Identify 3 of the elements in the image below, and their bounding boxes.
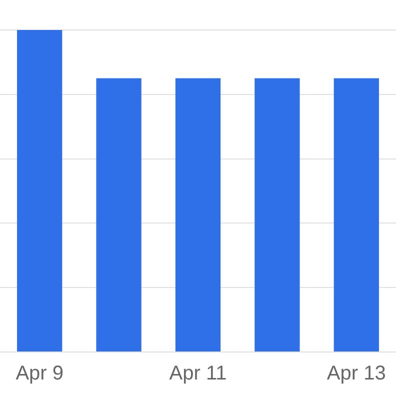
x-tick-label: Apr 11 <box>169 362 227 385</box>
x-tick-label: Apr 9 <box>16 362 64 385</box>
x-tick-label: Apr 13 <box>326 362 386 385</box>
